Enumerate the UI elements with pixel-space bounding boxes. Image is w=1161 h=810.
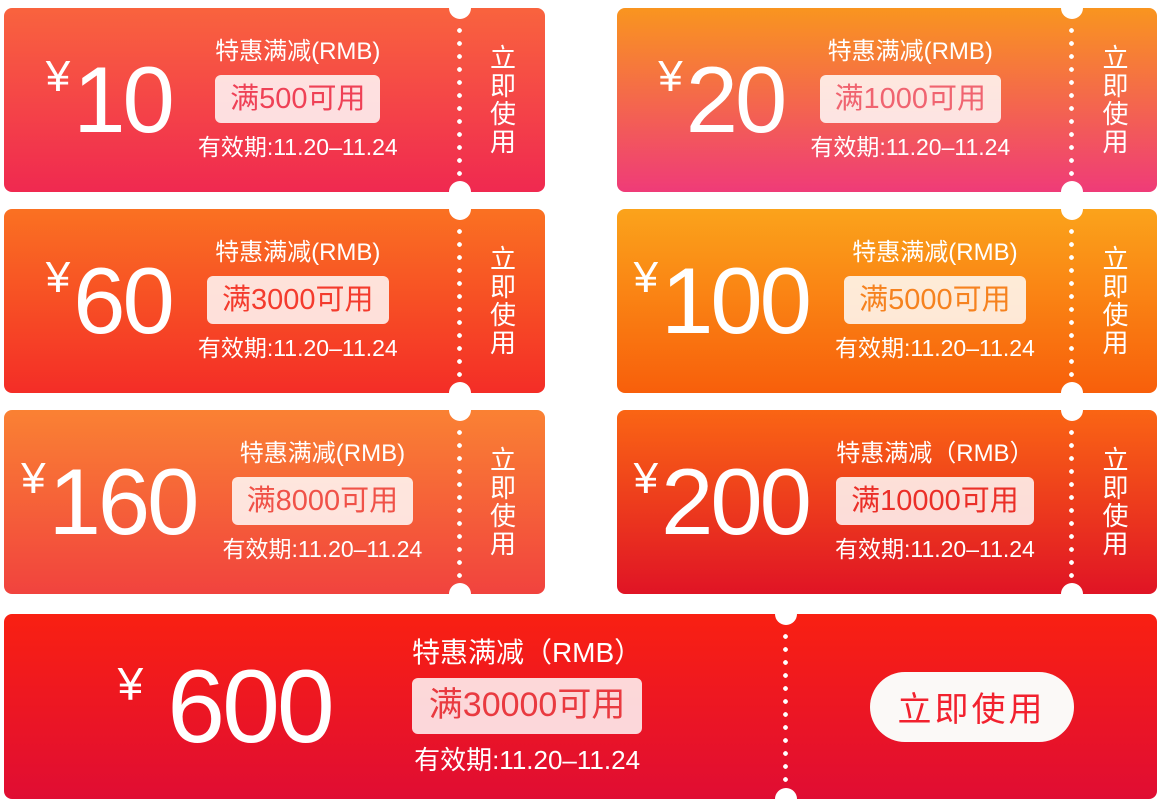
notch-bottom — [448, 181, 471, 192]
coupon-title: 特惠满减（RMB） — [836, 440, 1034, 468]
coupon-main: ¥ 200 特惠满减（RMB） 满10000可用 有效期:11.20–11.24 — [617, 410, 1073, 594]
coupon-amount: ¥ 10 — [45, 47, 175, 152]
notch-bottom — [448, 583, 471, 594]
coupon-main: ¥ 10 特惠满减(RMB) 满500可用 有效期:11.20–11.24 — [4, 8, 460, 192]
currency-symbol: ¥ — [633, 454, 659, 503]
amount-value: 160 — [48, 449, 200, 554]
condition-badge: 满30000可用 — [411, 678, 643, 734]
perforation-dotted-line — [783, 630, 788, 783]
perforation-dotted-line — [456, 24, 462, 176]
currency-symbol: ¥ — [45, 52, 71, 101]
coupon-card-100[interactable]: ¥ 100 特惠满减(RMB) 满5000可用 有效期:11.20–11.24 … — [616, 209, 1157, 393]
coupon-card-20[interactable]: ¥ 20 特惠满减(RMB) 满1000可用 有效期:11.20–11.24 立… — [616, 8, 1157, 192]
coupon-info: 特惠满减（RMB） 满30000可用 有效期:11.20–11.24 — [411, 637, 643, 775]
coupon-info: 特惠满减(RMB) 满1000可用 有效期:11.20–11.24 — [810, 38, 1011, 161]
use-now-button[interactable]: 立即使用 — [486, 245, 517, 357]
use-now-button[interactable]: 立即使用 — [1099, 245, 1129, 357]
coupon-card-60[interactable]: ¥ 60 特惠满减(RMB) 满3000可用 有效期:11.20–11.24 立… — [4, 209, 545, 393]
notch-top — [448, 410, 471, 421]
coupon-info: 特惠满减（RMB） 满10000可用 有效期:11.20–11.24 — [834, 440, 1035, 563]
notch-bottom — [775, 788, 797, 799]
amount-value: 20 — [685, 47, 788, 152]
currency-symbol: ¥ — [21, 454, 46, 503]
validity-text: 有效期:11.20–11.24 — [834, 335, 1035, 362]
condition-badge: 满5000可用 — [844, 275, 1026, 325]
coupon-amount: ¥ 160 — [21, 449, 200, 554]
notch-top — [448, 8, 471, 19]
coupon-main: ¥ 20 特惠满减(RMB) 满1000可用 有效期:11.20–11.24 — [617, 8, 1073, 192]
amount-value: 10 — [73, 47, 175, 152]
notch-bottom — [1061, 583, 1083, 594]
coupon-card-10[interactable]: ¥ 10 特惠满减(RMB) 满500可用 有效期:11.20–11.24 立即… — [4, 8, 545, 192]
coupon-amount: ¥ 20 — [658, 47, 788, 152]
use-now-button[interactable]: 立即使用 — [1099, 446, 1129, 558]
notch-bottom — [448, 382, 471, 393]
perforation-dotted-line — [1069, 426, 1074, 578]
notch-top — [448, 209, 471, 220]
coupon-info: 特惠满减(RMB) 满8000可用 有效期:11.20–11.24 — [222, 440, 423, 563]
coupon-amount: ¥ 200 — [633, 449, 812, 554]
validity-text: 有效期:11.20–11.24 — [810, 134, 1011, 161]
coupon-card-200[interactable]: ¥ 200 特惠满减（RMB） 满10000可用 有效期:11.20–11.24… — [616, 410, 1157, 594]
condition-badge: 满3000可用 — [207, 275, 389, 325]
perforation-dotted-line — [1069, 225, 1074, 377]
use-now-button[interactable]: 立即使用 — [1099, 44, 1129, 156]
notch-top — [1061, 410, 1083, 421]
coupon-main: ¥ 60 特惠满减(RMB) 满3000可用 有效期:11.20–11.24 — [4, 209, 460, 393]
coupon-info: 特惠满减(RMB) 满5000可用 有效期:11.20–11.24 — [834, 239, 1035, 362]
amount-value: 200 — [661, 449, 812, 554]
currency-symbol: ¥ — [117, 657, 144, 710]
notch-bottom — [1061, 181, 1083, 192]
condition-badge: 满1000可用 — [819, 74, 1002, 124]
coupon-card-160[interactable]: ¥ 160 特惠满减(RMB) 满8000可用 有效期:11.20–11.24 … — [4, 410, 545, 594]
condition-badge: 满8000可用 — [231, 476, 414, 526]
validity-text: 有效期:11.20–11.24 — [414, 744, 641, 775]
perforation-dotted-line — [1069, 24, 1074, 176]
notch-top — [775, 614, 797, 625]
use-now-button[interactable]: 立即使用 — [486, 446, 517, 558]
coupon-title: 特惠满减(RMB) — [827, 38, 993, 66]
coupon-title: 特惠满减（RMB） — [411, 637, 643, 669]
amount-value: 100 — [661, 248, 812, 353]
validity-text: 有效期:11.20–11.24 — [222, 536, 423, 563]
condition-badge: 满10000可用 — [836, 476, 1034, 526]
use-now-button[interactable]: 立即使用 — [869, 671, 1074, 742]
coupon-amount: ¥ 100 — [633, 248, 812, 353]
amount-value: 600 — [167, 648, 335, 765]
validity-text: 有效期:11.20–11.24 — [197, 335, 398, 362]
use-now-button-area: 立即使用 — [786, 614, 1157, 799]
coupon-title: 特惠满减(RMB) — [239, 440, 406, 468]
coupon-main: ¥ 600 特惠满减（RMB） 满30000可用 有效期:11.20–11.24 — [4, 614, 786, 799]
currency-symbol: ¥ — [658, 52, 683, 101]
validity-text: 有效期:11.20–11.24 — [834, 536, 1035, 563]
perforation-dotted-line — [456, 225, 462, 377]
currency-symbol: ¥ — [633, 253, 659, 302]
coupon-info: 特惠满减(RMB) 满3000可用 有效期:11.20–11.24 — [197, 239, 398, 362]
coupon-amount: ¥ 600 — [117, 648, 335, 765]
amount-value: 60 — [73, 248, 175, 353]
coupon-main: ¥ 160 特惠满减(RMB) 满8000可用 有效期:11.20–11.24 — [4, 410, 460, 594]
notch-bottom — [1061, 382, 1083, 393]
coupon-grid: ¥ 10 特惠满减(RMB) 满500可用 有效期:11.20–11.24 立即… — [4, 8, 1157, 594]
notch-top — [1061, 8, 1083, 19]
use-now-button[interactable]: 立即使用 — [486, 44, 517, 156]
perforation-dotted-line — [456, 426, 462, 578]
coupon-title: 特惠满减(RMB) — [852, 239, 1018, 267]
coupon-title: 特惠满减(RMB) — [215, 239, 381, 267]
currency-symbol: ¥ — [45, 253, 71, 302]
notch-top — [1061, 209, 1083, 220]
condition-badge: 满500可用 — [215, 74, 381, 124]
validity-text: 有效期:11.20–11.24 — [197, 134, 398, 161]
coupon-title: 特惠满减(RMB) — [215, 38, 381, 66]
coupon-info: 特惠满减(RMB) 满500可用 有效期:11.20–11.24 — [197, 38, 398, 161]
coupon-main: ¥ 100 特惠满减(RMB) 满5000可用 有效期:11.20–11.24 — [617, 209, 1073, 393]
coupon-card-600[interactable]: ¥ 600 特惠满减（RMB） 满30000可用 有效期:11.20–11.24… — [4, 614, 1157, 799]
coupon-amount: ¥ 60 — [45, 248, 175, 353]
